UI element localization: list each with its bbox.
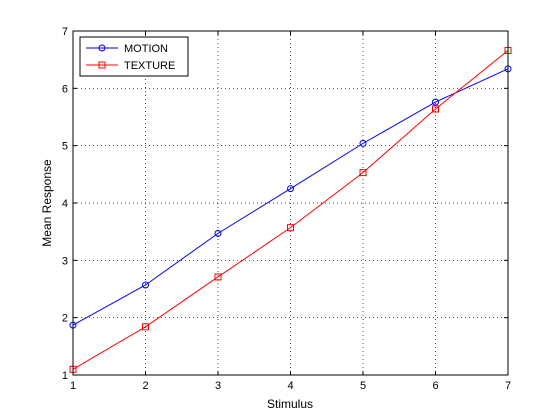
y-tick-label: 2: [62, 313, 68, 325]
y-tick-label: 3: [62, 255, 68, 267]
ticks: 1 2 3 4 5 6 7 1 2 3 4 5 6 7: [62, 26, 511, 392]
legend-label-motion: MOTION: [124, 43, 168, 55]
y-tick-label: 7: [62, 26, 68, 38]
x-tick-label: 1: [70, 380, 76, 392]
legend-marker-texture: [98, 61, 106, 69]
x-axis-label: Stimulus: [267, 397, 313, 411]
y-tick-label: 5: [62, 141, 68, 153]
data-point-texture: [359, 169, 367, 177]
y-tick-label: 6: [62, 83, 68, 95]
series-line-texture: [72, 50, 509, 370]
data-point-motion: [287, 185, 294, 193]
x-tick-label: 4: [287, 380, 293, 392]
y-tick-label: 1: [62, 370, 68, 382]
legend-marker-motion: [98, 44, 106, 52]
data-point-motion: [432, 98, 439, 106]
x-tick-label: 7: [505, 380, 511, 392]
y-tick-label: 4: [62, 198, 68, 210]
series-layer: [69, 46, 512, 373]
legend-entry-texture: TEXTURE: [86, 60, 175, 72]
data-point-motion: [142, 281, 149, 289]
grid-lines: [73, 31, 508, 375]
x-tick-label: 5: [360, 380, 366, 392]
data-point-motion: [359, 139, 367, 147]
legend-entry-motion: MOTION: [86, 43, 168, 55]
x-tick-label: 3: [215, 380, 221, 392]
data-point-texture: [287, 224, 294, 232]
x-tick-label: 2: [142, 380, 148, 392]
series-line-motion: [72, 68, 509, 326]
legend-box: [79, 36, 189, 77]
legend: MOTION TEXTURE: [79, 36, 189, 77]
y-axis-label: Mean Response: [40, 159, 54, 247]
data-point-texture: [432, 105, 439, 113]
series-motion: [69, 65, 512, 329]
legend-label-texture: TEXTURE: [124, 60, 175, 72]
x-tick-label: 6: [432, 380, 438, 392]
data-point-texture: [142, 323, 149, 331]
series-texture: [69, 46, 512, 373]
data-point-motion: [214, 229, 222, 237]
data-point-texture: [214, 273, 222, 281]
